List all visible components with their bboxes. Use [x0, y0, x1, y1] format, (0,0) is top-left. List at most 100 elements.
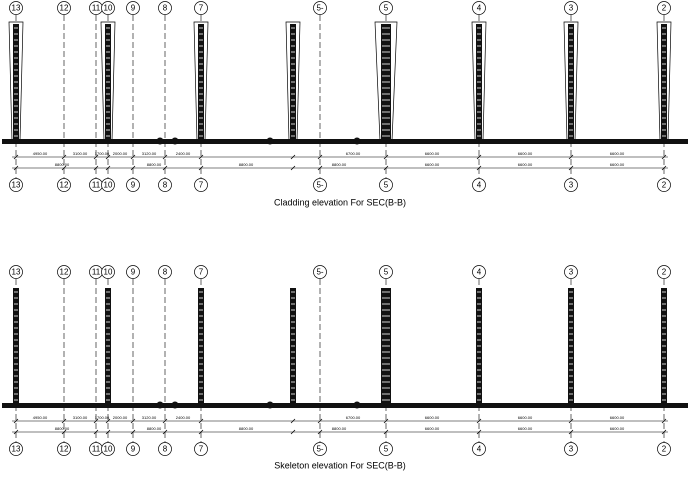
grid-label: 8: [163, 268, 168, 277]
grid-label: 10: [104, 4, 113, 13]
dimension: 2000.00: [113, 151, 128, 156]
column: [381, 288, 391, 405]
dimension: 6600.00: [610, 162, 625, 167]
dimension: 6600.00: [610, 426, 625, 431]
dimension: 3100.00: [73, 151, 88, 156]
column: [568, 24, 574, 141]
column: [381, 24, 391, 141]
dimension: 4950.00: [33, 415, 48, 420]
grid-label: 4: [477, 445, 482, 454]
grid-label: 5: [384, 181, 389, 190]
dimension: 6600.00: [425, 151, 440, 156]
grid-bubble: [564, 1, 578, 15]
dim-tick: [568, 429, 574, 435]
grid-label: 5-: [316, 445, 323, 454]
dim-tick: [13, 165, 19, 171]
grid-label: 7: [199, 4, 204, 13]
column: [661, 24, 667, 141]
dimension: 8800.00: [332, 162, 347, 167]
grid-label: 2: [662, 4, 667, 13]
dimension: 4950.00: [33, 151, 48, 156]
dim-tick: [290, 154, 296, 160]
dim-tick: [13, 429, 19, 435]
grid-bubble: [194, 178, 208, 192]
column: [13, 288, 19, 405]
dim-tick: [162, 429, 168, 435]
dim-tick: [383, 418, 389, 424]
grid-label: 11: [92, 268, 101, 277]
dim-tick: [383, 429, 389, 435]
grid-bubble: [313, 265, 327, 279]
dim-tick: [61, 429, 67, 435]
grid-label: 8: [163, 445, 168, 454]
dimension: 8800.00: [147, 426, 162, 431]
dim-tick: [13, 154, 19, 160]
dimension: 8800.00: [239, 426, 254, 431]
ground-beam: [2, 403, 688, 408]
column: [661, 288, 667, 405]
dim-tick: [61, 154, 67, 160]
dimension: 6600.00: [610, 151, 625, 156]
dimension: 6700.00: [346, 151, 361, 156]
grid-bubble: [657, 178, 671, 192]
column: [13, 24, 19, 141]
dim-tick: [290, 165, 296, 171]
grid-bubble: [379, 265, 393, 279]
dimension: 2400.00: [176, 415, 191, 420]
dim-tick: [198, 418, 204, 424]
grid-label: 11: [92, 181, 101, 190]
elevation-title: Cladding elevation For SEC(B-B): [274, 197, 406, 207]
grid-label: 2: [662, 181, 667, 190]
grid-bubble: [379, 1, 393, 15]
grid-bubble: [101, 1, 115, 15]
grid-bubble: [158, 178, 172, 192]
dim-tick: [93, 429, 99, 435]
dim-tick: [162, 154, 168, 160]
grid-label: 8: [163, 4, 168, 13]
beam-node: [353, 401, 361, 409]
dim-tick: [130, 418, 136, 424]
grid-label: 3: [569, 4, 574, 13]
grid-label: 11: [92, 4, 101, 13]
grid-bubble: [564, 442, 578, 456]
dim-tick: [476, 418, 482, 424]
grid-bubble: [126, 265, 140, 279]
grid-bubble: [472, 178, 486, 192]
dimension: 6700.00: [346, 415, 361, 420]
beam-node: [171, 137, 179, 145]
grid-bubble: [57, 442, 71, 456]
column: [198, 288, 204, 405]
grid-bubble: [101, 265, 115, 279]
column: [290, 24, 296, 141]
dimension: 6600.00: [425, 162, 440, 167]
column: [476, 288, 482, 405]
grid-label: 3: [569, 181, 574, 190]
dim-tick: [93, 154, 99, 160]
grid-label: 12: [60, 268, 69, 277]
dimension: 6600.00: [425, 415, 440, 420]
dim-tick: [317, 418, 323, 424]
grid-label: 9: [131, 268, 136, 277]
dim-tick: [105, 165, 111, 171]
dimension: 1700.00: [95, 151, 110, 156]
column: [198, 24, 204, 141]
dimension: 6600.00: [610, 415, 625, 420]
dim-tick: [162, 418, 168, 424]
dimension: 8800.00: [55, 162, 70, 167]
dim-tick: [130, 165, 136, 171]
beam-node: [266, 401, 274, 409]
dimension: 6600.00: [518, 162, 533, 167]
dim-tick: [162, 165, 168, 171]
dim-tick: [290, 429, 296, 435]
grid-label: 4: [477, 181, 482, 190]
dim-tick: [383, 154, 389, 160]
dim-tick: [317, 429, 323, 435]
dim-tick: [105, 154, 111, 160]
grid-label: 3: [569, 268, 574, 277]
grid-label: 7: [199, 181, 204, 190]
beam-node: [171, 401, 179, 409]
grid-label: 7: [199, 445, 204, 454]
dim-tick: [198, 165, 204, 171]
grid-label: 5: [384, 445, 389, 454]
